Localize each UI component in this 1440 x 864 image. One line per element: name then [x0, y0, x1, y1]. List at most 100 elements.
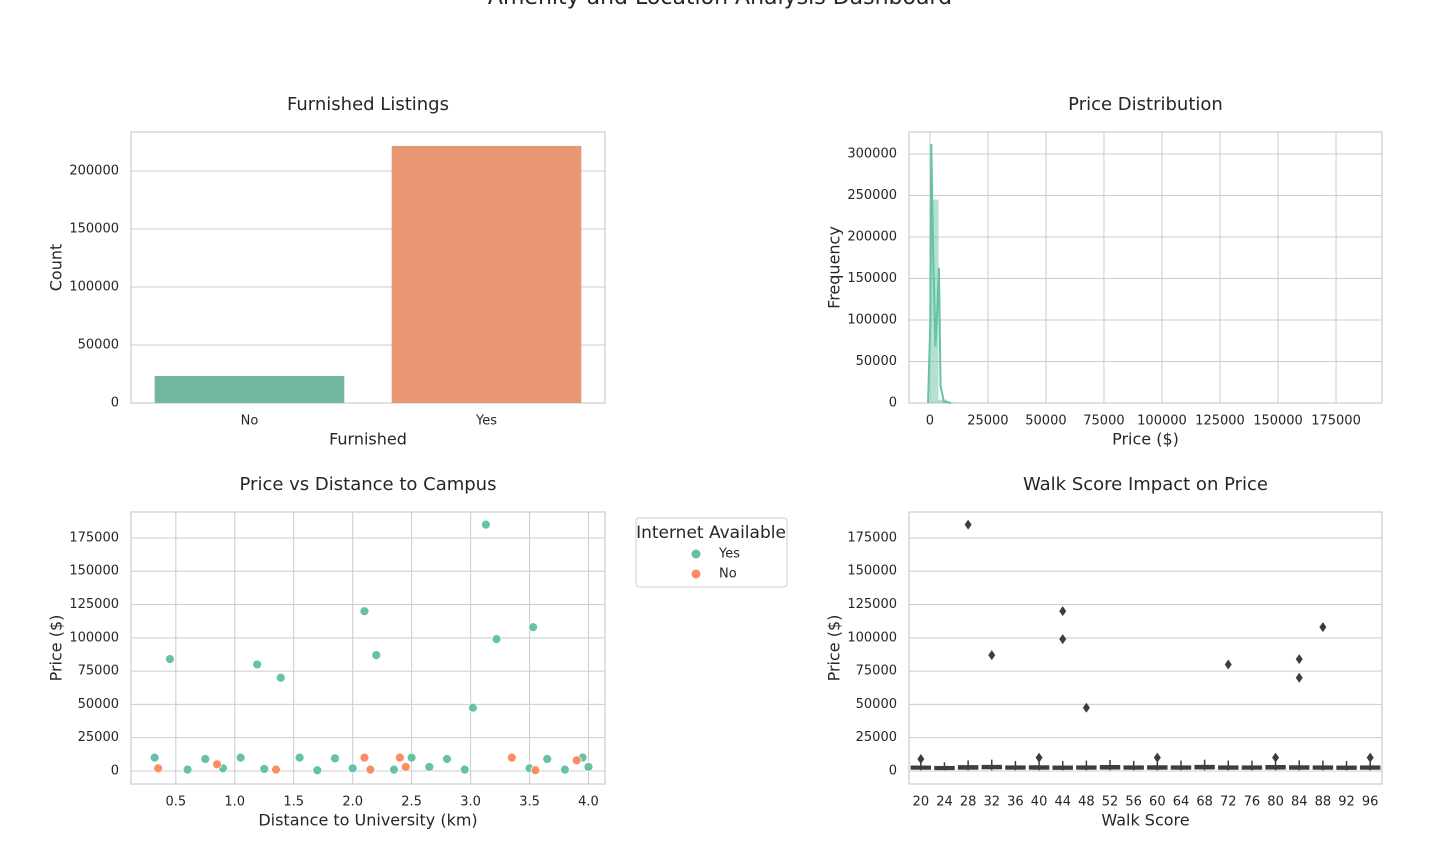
y-tick-label: 175000: [847, 530, 897, 545]
chart-title: Price vs Distance to Campus: [240, 474, 497, 495]
y-tick-label: 125000: [847, 597, 897, 612]
x-tick-label: 84: [1291, 795, 1308, 810]
scatter-point: [365, 764, 376, 775]
x-tick-label: 88: [1315, 795, 1332, 810]
x-axis-label: Walk Score: [1101, 811, 1189, 830]
y-tick-label: 200000: [847, 229, 897, 244]
legend-marker: [691, 549, 701, 559]
y-tick-label: 300000: [847, 146, 897, 161]
scatter-point: [560, 764, 570, 775]
y-tick-label: 0: [111, 763, 119, 778]
y-tick-label: 150000: [69, 564, 119, 579]
y-tick-label: 50000: [856, 697, 897, 712]
x-tick-label: 75000: [1083, 414, 1124, 429]
scatter-point: [394, 752, 405, 763]
x-tick-label: 25000: [967, 414, 1008, 429]
scatter-point: [153, 763, 164, 774]
legend-label: Yes: [718, 547, 740, 562]
x-tick-label: 125000: [1195, 414, 1245, 429]
y-tick-label: 25000: [78, 730, 119, 745]
y-tick-label: 100000: [69, 630, 119, 645]
x-tick-label: 2.0: [342, 795, 363, 810]
y-axis-label: Price ($): [47, 615, 66, 682]
scatter-point: [389, 764, 399, 775]
histogram-bar: [947, 402, 956, 403]
x-tick-label: No: [241, 414, 259, 429]
y-tick-label: 150000: [847, 271, 897, 286]
y-tick-label: 75000: [856, 664, 897, 679]
scatter-point: [182, 764, 193, 775]
chart-title: Price Distribution: [1068, 94, 1223, 115]
x-tick-label: 52: [1102, 795, 1119, 810]
scatter-point: [506, 752, 517, 763]
x-tick-label: 4.0: [578, 795, 599, 810]
y-tick-label: 100000: [69, 279, 119, 294]
x-tick-label: 150000: [1253, 414, 1303, 429]
scatter-point: [312, 765, 323, 776]
scatter-point: [583, 762, 594, 772]
y-tick-label: 0: [889, 763, 897, 778]
x-tick-label: 72: [1220, 795, 1237, 810]
chart-title: Walk Score Impact on Price: [1023, 474, 1268, 495]
y-axis-label: Count: [47, 244, 66, 292]
outlier: [1366, 752, 1374, 763]
outlier: [1272, 752, 1280, 763]
x-tick-label: 2.5: [401, 795, 422, 810]
legend-box: [635, 517, 788, 588]
bar: [391, 145, 582, 403]
x-axis-label: Price ($): [1112, 430, 1179, 449]
x-tick-label: 36: [1007, 795, 1024, 810]
x-axis-label: Distance to University (km): [258, 811, 477, 830]
y-tick-label: 250000: [847, 188, 897, 203]
scatter-point: [294, 752, 305, 763]
scatter-point: [359, 752, 370, 763]
x-tick-label: 40: [1031, 795, 1048, 810]
scatter-point: [528, 622, 538, 633]
scatter-point: [330, 753, 340, 764]
scatter-point: [459, 764, 470, 775]
y-tick-label: 125000: [69, 597, 119, 612]
scatter-point: [212, 759, 222, 770]
x-tick-label: 3.5: [519, 795, 540, 810]
scatter-point: [149, 752, 160, 763]
outlier: [1319, 622, 1327, 633]
y-tick-label: 175000: [69, 530, 119, 545]
y-axis-label: Price ($): [825, 615, 844, 682]
x-tick-label: 92: [1338, 795, 1355, 810]
legend-label: No: [719, 567, 737, 582]
x-tick-label: 32: [984, 795, 1001, 810]
outlier: [1082, 702, 1090, 713]
y-tick-label: 150000: [847, 564, 897, 579]
x-tick-label: 1.0: [224, 795, 245, 810]
outlier: [917, 753, 925, 764]
plot-frame: [908, 131, 1383, 404]
scatter-point: [252, 659, 263, 670]
x-tick-label: 100000: [1137, 414, 1187, 429]
outlier: [1035, 752, 1043, 763]
scatter-point: [442, 754, 452, 764]
scatter-point: [371, 650, 382, 661]
x-tick-label: 80: [1267, 795, 1284, 810]
legend-title: Internet Available: [636, 523, 786, 543]
scatter-point: [542, 754, 553, 764]
y-tick-label: 200000: [69, 163, 119, 178]
kde-line: [927, 144, 952, 404]
legend-marker: [691, 569, 701, 579]
y-tick-label: 0: [111, 396, 119, 411]
x-tick-label: 96: [1362, 795, 1379, 810]
x-tick-label: 3.0: [460, 795, 481, 810]
scatter-point: [491, 634, 502, 645]
y-tick-label: 150000: [69, 221, 119, 236]
scatter-point: [359, 606, 370, 617]
bar: [154, 375, 345, 403]
outlier: [988, 650, 996, 661]
scatter-point: [347, 763, 358, 774]
scatter-point: [235, 752, 246, 763]
scatter-point: [200, 754, 211, 764]
y-tick-label: 50000: [78, 697, 119, 712]
x-tick-label: 175000: [1311, 414, 1361, 429]
x-tick-label: 0: [926, 414, 934, 429]
x-tick-label: 56: [1125, 795, 1142, 810]
y-tick-label: 75000: [78, 664, 119, 679]
y-tick-label: 50000: [78, 337, 119, 352]
